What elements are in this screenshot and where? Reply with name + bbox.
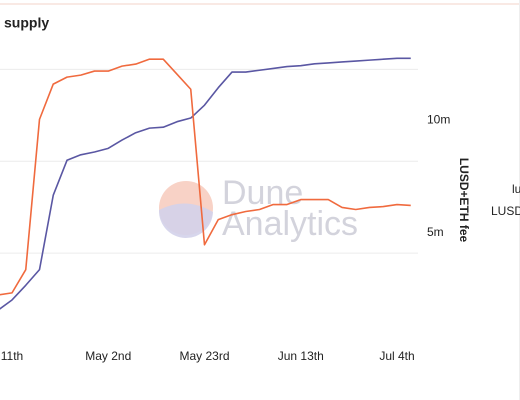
legend-label: LUSD [491,204,520,218]
x-tick-label: May 23rd [179,349,229,363]
watermark-text: Analytics [222,205,358,243]
y2-tick-label: 5m [427,225,444,239]
x-tick-label: Jul 4th [379,349,414,363]
series-line [0,57,411,310]
series-line [0,58,411,296]
x-tick-label: May 2nd [85,349,131,363]
chart-title: supply [4,15,49,31]
x-tick-label: 11th [1,349,23,363]
watermark-text: Dune [222,174,303,212]
watermark-logo-part [158,203,213,239]
legend-label: lu [512,182,520,196]
watermark: Dune Analytics [158,174,358,243]
y2-tick-label: 10m [427,112,450,126]
y2-axis-title: LUSD+ETH fee [457,158,471,243]
x-tick-label: Jun 13th [278,349,324,363]
